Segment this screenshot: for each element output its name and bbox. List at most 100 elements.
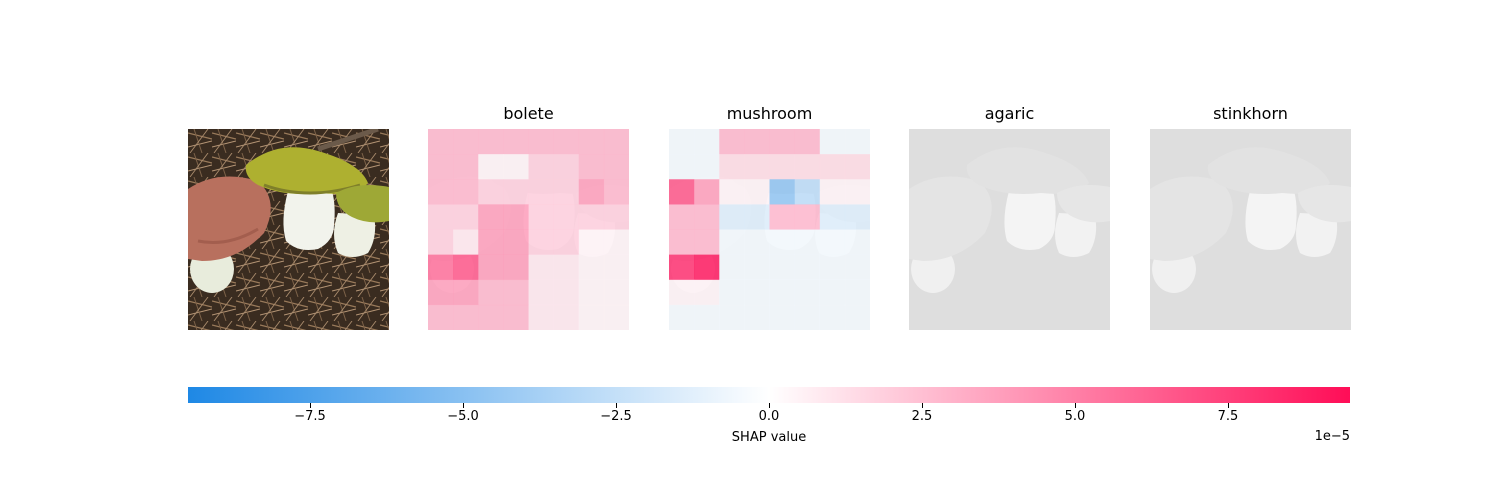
shap-cell-bolete <box>453 254 479 281</box>
shap-cell-mushroom <box>669 204 695 230</box>
shap-cell-bolete <box>453 279 479 306</box>
title-bolete: bolete <box>503 104 554 123</box>
shap-cell-mushroom <box>744 179 770 205</box>
shap-cell-bolete <box>428 229 454 255</box>
shap-cell-mushroom <box>844 204 870 230</box>
shap-cell-mushroom <box>744 204 770 230</box>
shap-cell-mushroom <box>719 304 745 330</box>
shap-cell-bolete <box>603 179 629 205</box>
shap-cell-bolete <box>578 279 605 306</box>
shap-cell-mushroom <box>819 129 846 155</box>
shap-cell-bolete <box>578 254 605 281</box>
shap-cell-bolete <box>453 179 479 205</box>
colorbar-tick-label: 5.0 <box>1064 409 1086 424</box>
shap-cell-mushroom <box>769 229 795 255</box>
center-stem <box>283 191 335 250</box>
shap-cell-bolete <box>503 229 529 255</box>
shap-panel-stinkhorn <box>1150 129 1351 330</box>
shap-cell-mushroom <box>844 254 870 281</box>
shap-cell-bolete <box>428 254 454 281</box>
shap-cell-bolete <box>503 129 529 155</box>
shap-cell-bolete <box>603 279 629 306</box>
shap-cell-mushroom <box>844 129 870 155</box>
shap-cell-mushroom <box>744 279 770 306</box>
shap-cell-bolete <box>453 129 479 155</box>
colorbar-tick-label: 2.5 <box>911 409 933 424</box>
shap-cell-mushroom <box>794 304 821 330</box>
shap-cell-bolete <box>553 279 580 306</box>
colorbar-tick <box>1075 403 1076 408</box>
shap-cell-mushroom <box>719 179 745 205</box>
shap-cell-bolete <box>603 204 629 230</box>
shap-cell-mushroom <box>694 204 720 230</box>
shap-cell-mushroom <box>669 229 695 255</box>
center-cap <box>245 147 368 194</box>
shap-cell-bolete <box>453 304 479 330</box>
shap-cell-bolete <box>553 229 580 255</box>
shap-cell-bolete <box>603 129 629 155</box>
shap-cell-bolete <box>503 154 529 180</box>
shap-cell-bolete <box>453 229 479 255</box>
shap-cell-bolete <box>528 154 554 180</box>
shap-cell-mushroom <box>794 154 821 180</box>
shap-cell-mushroom <box>819 304 846 330</box>
twig <box>317 129 379 152</box>
shap-cell-bolete <box>528 204 554 230</box>
shap-cell-bolete <box>578 179 605 205</box>
shap-cell-bolete <box>478 179 504 205</box>
shap-cell-bolete <box>478 204 504 230</box>
shap-cell-mushroom <box>819 254 846 281</box>
shap-cell-mushroom <box>794 229 821 255</box>
title-mushroom: mushroom <box>726 104 813 123</box>
shap-cell-bolete <box>453 204 479 230</box>
shap-cell-bolete <box>503 304 529 330</box>
shap-cell-bolete <box>553 204 580 230</box>
input-image <box>188 129 389 330</box>
right-cap <box>336 185 389 223</box>
shap-cell-bolete <box>553 179 580 205</box>
shap-cell-mushroom <box>819 229 846 255</box>
colorbar-tick <box>769 403 770 408</box>
left-cap <box>188 176 271 261</box>
colorbar-tick-label: 0.0 <box>758 409 780 424</box>
shap-cell-mushroom <box>694 304 720 330</box>
shap-cell-bolete <box>553 304 580 330</box>
colorbar-tick <box>922 403 923 408</box>
colorbar-label: SHAP value <box>731 430 807 445</box>
shap-cell-mushroom <box>744 229 770 255</box>
shap-cell-mushroom <box>719 129 745 155</box>
shap-cell-mushroom <box>744 304 770 330</box>
shap-cell-mushroom <box>844 179 870 205</box>
colorbar-tick <box>1228 403 1229 408</box>
shap-cell-mushroom <box>669 279 695 306</box>
shap-cell-mushroom <box>819 279 846 306</box>
shap-cell-bolete <box>578 154 605 180</box>
title-stinkhorn: stinkhorn <box>1213 104 1288 123</box>
shap-cell-bolete <box>528 129 554 155</box>
shap-cell-bolete <box>503 179 529 205</box>
shap-cell-mushroom <box>719 279 745 306</box>
shap-panel-mushroom <box>669 129 870 330</box>
shap-cell-mushroom <box>769 179 795 205</box>
shap-cell-bolete <box>553 154 580 180</box>
shap-cell-mushroom <box>719 254 745 281</box>
shap-cell-mushroom <box>669 304 695 330</box>
shap-cell-mushroom <box>844 304 870 330</box>
colorbar-tick-label: −7.5 <box>294 409 326 424</box>
shap-cell-bolete <box>478 229 504 255</box>
shap-cell-bolete <box>528 304 554 330</box>
shap-cell-bolete <box>428 279 454 306</box>
shap-cell-mushroom <box>669 179 695 205</box>
shap-cell-mushroom <box>719 229 745 255</box>
shap-cell-bolete <box>428 179 454 205</box>
shap-cell-mushroom <box>844 154 870 180</box>
colorbar-tick <box>616 403 617 408</box>
shap-cell-mushroom <box>694 279 720 306</box>
shap-cell-bolete <box>503 279 529 306</box>
shap-panel-bolete <box>428 129 629 330</box>
shap-cell-bolete <box>578 304 605 330</box>
colorbar-tick-label: 7.5 <box>1217 409 1239 424</box>
shap-cell-bolete <box>428 129 454 155</box>
shap-cell-bolete <box>503 254 529 281</box>
shap-cell-mushroom <box>794 279 821 306</box>
